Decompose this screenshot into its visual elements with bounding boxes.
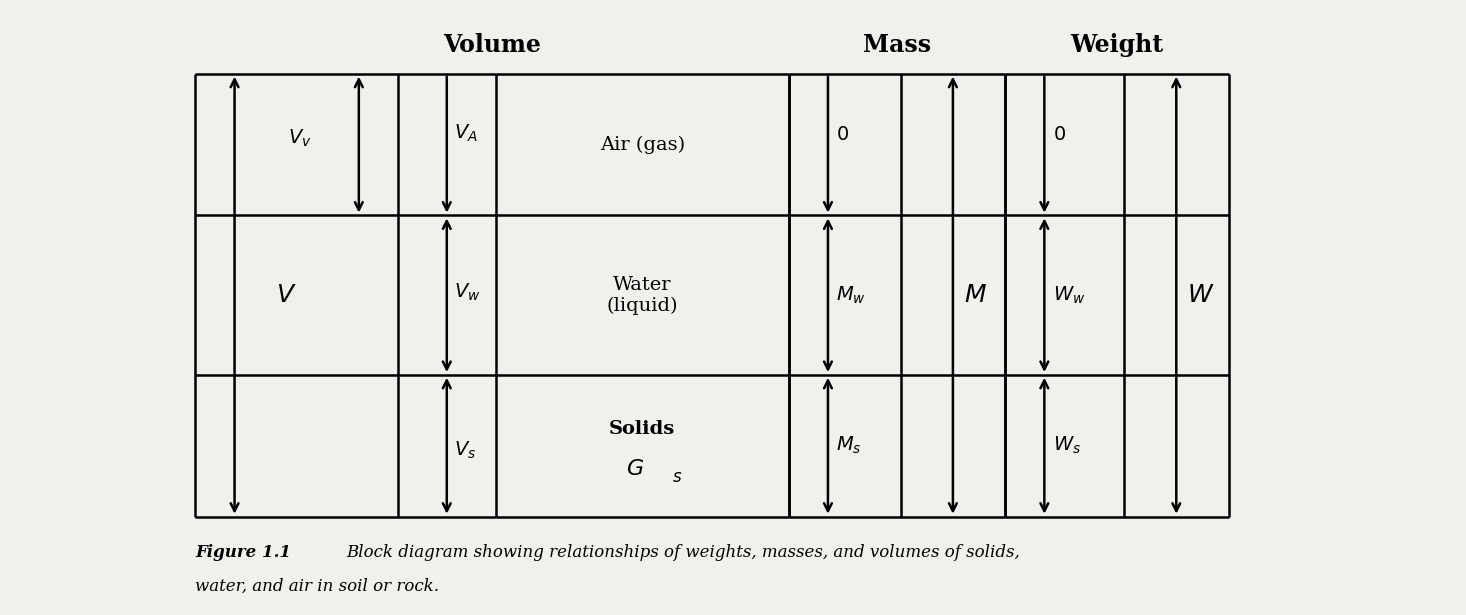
Text: $\mathit{V}$: $\mathit{V}$: [277, 284, 298, 307]
Text: $\mathit{W}_w$: $\mathit{W}_w$: [1053, 285, 1085, 306]
Text: $\mathit{G}$: $\mathit{G}$: [626, 458, 645, 480]
Text: Figure 1.1: Figure 1.1: [195, 544, 292, 561]
Text: $\mathit{M}_w$: $\mathit{M}_w$: [836, 285, 866, 306]
Text: Air (gas): Air (gas): [600, 135, 685, 154]
Text: $0$: $0$: [836, 127, 849, 145]
Text: $\mathit{W}_s$: $\mathit{W}_s$: [1053, 435, 1080, 456]
Text: Solids: Solids: [608, 419, 676, 437]
Text: $\mathit{s}$: $\mathit{s}$: [671, 469, 682, 486]
Text: Water
(liquid): Water (liquid): [607, 276, 677, 315]
Text: $\mathit{V}_w$: $\mathit{V}_w$: [454, 282, 481, 303]
Text: $\mathit{M}$: $\mathit{M}$: [965, 284, 987, 307]
Text: $\mathit{V}_A$: $\mathit{V}_A$: [454, 123, 478, 145]
Text: Block diagram showing relationships of weights, masses, and volumes of solids,: Block diagram showing relationships of w…: [346, 544, 1020, 561]
Text: Mass: Mass: [863, 33, 931, 57]
Text: $\mathit{W}$: $\mathit{W}$: [1187, 284, 1215, 307]
Text: water, and air in soil or rock.: water, and air in soil or rock.: [195, 578, 440, 595]
Text: $0$: $0$: [1053, 127, 1066, 145]
Text: $\mathit{V}_v$: $\mathit{V}_v$: [289, 128, 312, 149]
Text: $\mathit{V}_s$: $\mathit{V}_s$: [454, 440, 476, 461]
Text: $\mathit{M}_s$: $\mathit{M}_s$: [836, 435, 862, 456]
Text: Volume: Volume: [443, 33, 541, 57]
Text: Weight: Weight: [1070, 33, 1164, 57]
